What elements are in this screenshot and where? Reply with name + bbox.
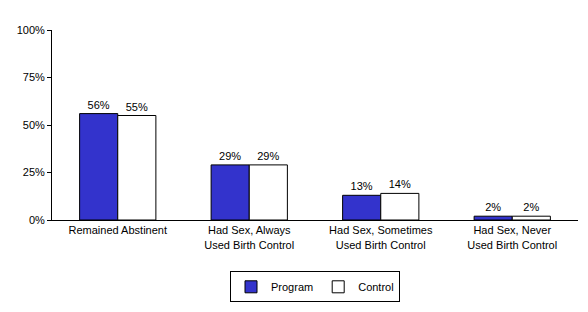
- svg-text:29%: 29%: [219, 150, 241, 162]
- svg-text:Had Sex, SometimesUsed Birth C: Had Sex, SometimesUsed Birth Control: [329, 224, 433, 250]
- svg-text:Program: Program: [271, 281, 313, 293]
- svg-text:0%: 0%: [29, 214, 45, 226]
- svg-text:56%: 56%: [88, 99, 110, 111]
- svg-text:Had Sex, AlwaysUsed Birth Cont: Had Sex, AlwaysUsed Birth Control: [204, 224, 294, 250]
- svg-text:13%: 13%: [351, 180, 373, 192]
- svg-text:2%: 2%: [485, 201, 501, 213]
- svg-text:Control: Control: [358, 281, 393, 293]
- svg-text:50%: 50%: [23, 119, 45, 131]
- svg-text:Had Sex, NeverUsed Birth Contr: Had Sex, NeverUsed Birth Control: [467, 224, 557, 250]
- svg-text:2%: 2%: [523, 201, 539, 213]
- svg-text:25%: 25%: [23, 166, 45, 178]
- svg-text:Remained Abstinent: Remained Abstinent: [69, 224, 167, 236]
- svg-text:75%: 75%: [23, 71, 45, 83]
- svg-text:29%: 29%: [257, 150, 279, 162]
- svg-text:55%: 55%: [126, 101, 148, 113]
- svg-text:100%: 100%: [17, 24, 45, 36]
- svg-text:14%: 14%: [389, 178, 411, 190]
